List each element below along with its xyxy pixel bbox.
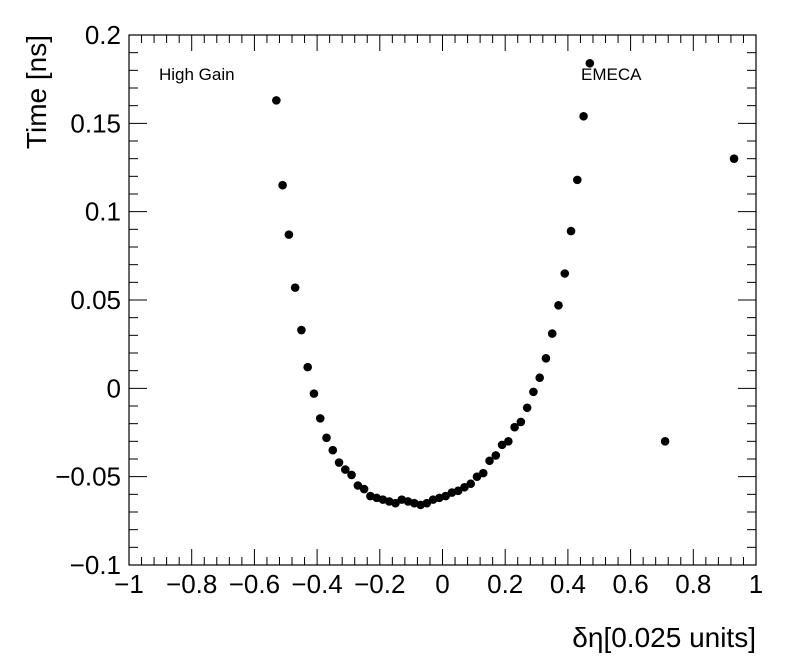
data-point	[297, 325, 306, 335]
y-tick-label: −0.05	[55, 462, 121, 492]
x-tick-label: −0.2	[354, 569, 405, 599]
x-tick-label: 1	[749, 569, 763, 599]
y-tick-label: 0.2	[85, 20, 121, 50]
data-point	[453, 486, 463, 496]
data-point	[729, 154, 739, 163]
data-point	[472, 472, 482, 481]
plot-frame	[128, 34, 757, 566]
data-point	[522, 403, 532, 413]
data-point	[560, 269, 570, 278]
x-tick-label: 0	[435, 569, 449, 599]
data-point	[485, 456, 494, 466]
data-point	[510, 422, 519, 432]
data-point	[341, 465, 350, 474]
y-tick-label: −0.1	[70, 550, 121, 580]
data-point	[353, 481, 363, 490]
y-tick-labels: −0.1 −0.05 0 0.05 0.1 0.15 0.2	[55, 20, 121, 580]
data-point	[391, 498, 400, 508]
data-point	[309, 389, 319, 398]
data-point	[541, 354, 551, 363]
x-tick-label: 0.4	[550, 569, 586, 599]
data-point	[585, 58, 595, 68]
y-tick-label: 0.1	[85, 197, 121, 227]
data-point	[315, 414, 325, 423]
data-point	[272, 96, 281, 105]
x-tick-label: −0.6	[229, 569, 280, 599]
x-tick-labels: −1 −0.8 −0.6 −0.4 −0.2 0 0.2 0.4 0.6 0.8 1	[114, 569, 763, 599]
data-point	[347, 470, 356, 480]
data-point	[334, 458, 344, 467]
x-tick-label: 0.6	[613, 569, 649, 599]
data-point	[290, 283, 300, 292]
data-point	[359, 484, 369, 494]
data-point	[322, 433, 331, 443]
data-point	[547, 329, 557, 338]
data-point	[460, 482, 469, 492]
data-point	[303, 362, 312, 372]
x-tick-label: −0.4	[291, 569, 342, 599]
data-point	[529, 387, 538, 397]
data-point	[554, 301, 563, 310]
data-point	[441, 491, 450, 501]
data-point	[478, 468, 488, 478]
x-tick-label: 0.8	[675, 569, 711, 599]
y-tick-label: 0	[107, 373, 121, 403]
annotation-high-gain: High Gain	[159, 65, 235, 84]
data-point	[535, 373, 544, 383]
x-tick-label: −1	[114, 569, 144, 599]
data-point	[660, 437, 670, 446]
x-axis-title: δη[0.025 units]	[572, 622, 756, 653]
annotation-emeca: EMECA	[581, 65, 642, 84]
data-points	[272, 58, 739, 510]
data-point	[579, 111, 588, 121]
data-point	[278, 180, 287, 190]
data-point	[504, 437, 513, 446]
data-point	[573, 175, 582, 185]
data-point	[497, 440, 507, 450]
x-tick-label: −0.8	[166, 569, 217, 599]
y-tick-label: 0.15	[70, 108, 121, 138]
data-point	[491, 451, 501, 460]
data-point	[466, 479, 476, 489]
data-point	[516, 417, 526, 427]
data-point	[328, 445, 338, 455]
data-point	[422, 498, 432, 508]
axis-ticks	[128, 34, 757, 566]
data-point	[566, 226, 576, 236]
y-tick-label: 0.05	[70, 285, 121, 315]
x-tick-label: 0.2	[487, 569, 523, 599]
data-point	[284, 230, 294, 239]
y-axis-title: Time [ns]	[21, 35, 52, 149]
